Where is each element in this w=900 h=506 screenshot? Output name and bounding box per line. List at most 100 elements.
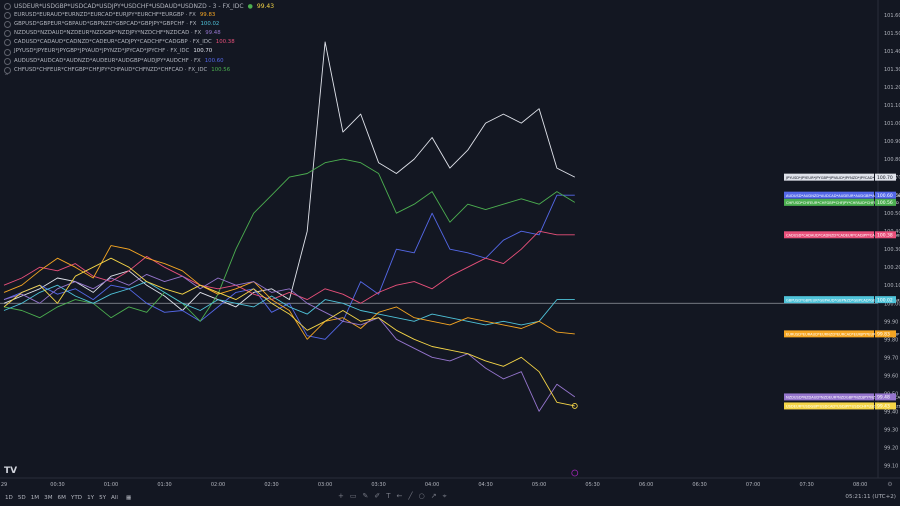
x-tick-label: 05:00 [532,482,546,488]
visibility-icon[interactable] [4,21,11,28]
legend-name: JPYUSD*JPYEUR*JPYGBP*JPYAUD*JPYNZD*JPYCA… [14,47,189,56]
x-tick-label: 01:30 [157,482,171,488]
visibility-icon[interactable] [4,12,11,19]
gear-icon[interactable]: ⚙ [887,481,892,488]
x-tick-label: 08:00 [853,482,867,488]
y-tick-label: 100.50 [884,211,900,217]
legend-name: NZDUSD*NZDAUD*NZDEUR*NZDGBP*NZDJPY*NZDCH… [14,29,201,38]
series-line-usd [4,258,575,406]
y-tick-label: 100.20 [884,265,900,271]
x-tick-label: 05:30 [585,482,599,488]
y-tick-label: 100.30 [884,247,900,253]
x-tick-label: 06:00 [639,482,653,488]
legend-name: CHFUSD*CHFEUR*CHFGBP*CHFJPY*CHFAUD*CHFNZ… [14,66,207,75]
legend-value: 99.43 [257,2,274,11]
price-tag-value: 100.60 [877,193,893,199]
x-tick-label: 00:30 [50,482,64,488]
price-tag-value: 100.70 [877,175,893,181]
y-tick-label: 99.30 [884,427,898,433]
legend-value: 99.48 [205,29,220,38]
price-tag-value: 100.56 [877,200,893,206]
range-button[interactable]: 3M [44,495,52,501]
y-tick-label: 99.90 [884,319,898,325]
x-tick-label: 03:30 [371,482,385,488]
legend-row[interactable]: CADUSD*CADAUD*CADNZD*CADEUR*CADJPY*CADCH… [4,38,274,47]
y-tick-label: 100.90 [884,139,900,145]
y-tick-label: 101.50 [884,31,900,37]
range-selector: 1D 5D 1M 3M 6M YTD 1Y 5Y All [0,495,118,501]
legend-name: EURUSD*EURAUD*EURNZD*EURCAD*EURJPY*EURCH… [14,11,196,20]
range-button[interactable]: 5D [18,495,26,501]
x-tick-label: 04:30 [478,482,492,488]
legend-value: 100.56 [211,66,230,75]
range-button[interactable]: 6M [58,495,66,501]
x-tick-label: 02:30 [264,482,278,488]
y-tick-label: 101.60 [884,13,900,19]
range-button[interactable]: YTD [71,495,82,501]
calendar-icon[interactable]: ▦ [126,495,131,501]
range-button[interactable]: 1M [31,495,39,501]
visibility-icon[interactable] [4,58,11,65]
y-tick-label: 99.70 [884,355,898,361]
visibility-icon[interactable] [4,3,11,10]
legend-value: 100.60 [205,57,224,66]
y-tick-label: 100.10 [884,283,900,289]
legend-value: 100.38 [216,38,235,47]
y-tick-label: 99.20 [884,445,898,451]
bottom-bar: 1D 5D 1M 3M 6M YTD 1Y 5Y All ▦ 05:21:11 (UTC+2) [0,490,900,506]
series-line-jpy [4,42,575,311]
x-tick-label: 29 [1,482,7,488]
legend-value: 100.70 [193,47,212,56]
x-tick-label: 06:30 [692,482,706,488]
tradingview-logo: TV [4,466,17,476]
range-button[interactable]: 5Y [99,495,106,501]
legend-row[interactable]: GBPUSD*GBPEUR*GBPAUD*GBPNZD*GBPCAD*GBPJP… [4,20,274,29]
event-marker [572,470,578,476]
legend-row[interactable]: NZDUSD*NZDAUD*NZDEUR*NZDGBP*NZDJPY*NZDCH… [4,29,274,38]
legend: USDEUR*USDGBP*USDCAD*USDJPY*USDCHF*USDAU… [4,2,274,75]
range-button[interactable]: 1Y [87,495,94,501]
y-tick-label: 101.30 [884,67,900,73]
legend-name: USDEUR*USDGBP*USDCAD*USDJPY*USDCHF*USDAU… [14,2,244,11]
y-tick-label: 99.80 [884,337,898,343]
series-line-nzd [4,274,575,411]
x-tick-label: 01:00 [104,482,118,488]
y-tick-label: 99.60 [884,373,898,379]
price-tag-value: 100.02 [877,297,893,303]
y-tick-label: 99.10 [884,463,898,469]
y-tick-label: 99.40 [884,409,898,415]
visibility-icon[interactable] [4,39,11,46]
series-line-aud [4,195,575,339]
x-tick-label: 02:00 [211,482,225,488]
y-tick-label: 101.00 [884,121,900,127]
legend-row[interactable]: JPYUSD*JPYEUR*JPYGBP*JPYAUD*JPYNZD*JPYCA… [4,47,274,56]
x-tick-label: 07:30 [799,482,813,488]
legend-name: AUDUSD*AUDCAD*AUDNZD*AUDEUR*AUDGBP*AUDJP… [14,57,201,66]
clock: 05:21:11 (UTC+2) [845,494,896,500]
y-tick-label: 101.40 [884,49,900,55]
price-tag-value: 99.43 [877,404,890,410]
visibility-icon[interactable] [4,49,11,56]
legend-value: 100.02 [200,20,219,29]
legend-name: GBPUSD*GBPEUR*GBPAUD*GBPNZD*GBPCAD*GBPJP… [14,20,196,29]
price-tag-value: 99.48 [877,395,890,401]
legend-row[interactable]: EURUSD*EURAUD*EURNZD*EURCAD*EURJPY*EURCH… [4,11,274,20]
y-tick-label: 101.20 [884,85,900,91]
range-button[interactable]: 1D [5,495,13,501]
x-tick-label: 07:00 [746,482,760,488]
y-tick-label: 101.10 [884,103,900,109]
legend-row-main[interactable]: USDEUR*USDGBP*USDCAD*USDJPY*USDCHF*USDAU… [4,2,274,11]
x-tick-label: 04:00 [425,482,439,488]
y-tick-label: 100.80 [884,157,900,163]
collapse-legend-icon[interactable]: ⌃ [4,73,9,80]
status-dot-icon: ● [248,2,253,11]
legend-row[interactable]: AUDUSD*AUDCAD*AUDNZD*AUDEUR*AUDGBP*AUDJP… [4,57,274,66]
legend-row[interactable]: CHFUSD*CHFEUR*CHFGBP*CHFJPY*CHFAUD*CHFNZ… [4,66,274,75]
price-tag-value: 100.38 [877,233,893,239]
x-tick-label: 03:00 [318,482,332,488]
range-button[interactable]: All [111,495,118,501]
price-tag-value: 99.83 [877,332,890,338]
series-line-cad [4,231,575,303]
visibility-icon[interactable] [4,30,11,37]
